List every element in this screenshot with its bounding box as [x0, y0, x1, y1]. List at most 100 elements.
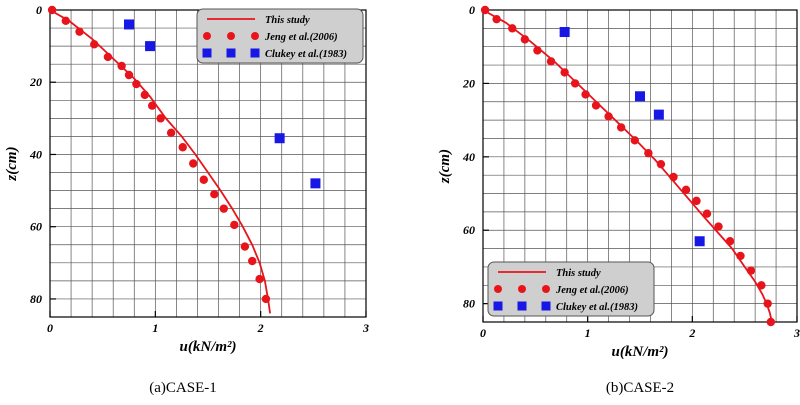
data-point-jeng: [681, 185, 691, 195]
data-point-clukey: [310, 178, 321, 189]
legend-swatch-square: [517, 301, 527, 311]
data-point-jeng: [581, 90, 590, 99]
data-point-clukey: [124, 19, 134, 30]
series-circle: [480, 5, 776, 327]
data-point-jeng: [166, 128, 176, 137]
data-point-jeng: [75, 27, 84, 36]
chart-panel-2: 0 1 2 3 0 20 40 60 80 u(kN/m²) z(cm) (b)CASE-2 This …: [437, 3, 800, 396]
data-point-jeng: [178, 143, 187, 152]
y-tick-label: 40: [462, 150, 475, 164]
data-point-jeng: [189, 159, 198, 168]
x-tick-label: 1: [152, 321, 158, 335]
data-point-jeng: [766, 317, 776, 327]
legend-box: [487, 261, 655, 317]
legend-label: This study: [265, 15, 310, 26]
data-point-jeng: [90, 40, 99, 49]
y-tick-label: 60: [30, 220, 42, 234]
data-point-jeng: [591, 101, 601, 110]
data-point-jeng: [692, 196, 701, 206]
data-point-jeng: [147, 101, 157, 110]
data-point-jeng: [492, 14, 501, 24]
legend-swatch-circle: [251, 32, 259, 40]
legend-label: This study: [556, 268, 601, 279]
y-tick-label: 40: [29, 147, 42, 161]
data-point-jeng: [560, 68, 569, 77]
data-point-jeng: [240, 242, 250, 251]
data-point-jeng: [47, 5, 57, 15]
x-tick-label: 2: [688, 326, 695, 340]
data-point-jeng: [248, 256, 257, 266]
panel-caption: (a)CASE-1: [149, 380, 217, 396]
legend-label: Jeng et al.(2006): [264, 32, 338, 43]
x-axis-label: u(kN/m²): [180, 339, 237, 355]
legend-swatch-square: [541, 301, 551, 311]
legend: This study Jeng et al.(2006) Clukey et al.…: [196, 8, 364, 64]
data-point-clukey: [653, 109, 664, 120]
x-tick-label: 0: [47, 321, 53, 335]
data-point-jeng: [520, 35, 530, 44]
data-point-clukey: [145, 41, 156, 52]
data-point-jeng: [644, 148, 653, 158]
chart-panel-1: 0 1 2 3 0 20 40 60 80 u(kN/m²) z(cm) (a)CASE-1 This …: [4, 3, 369, 396]
legend-swatch-circle: [518, 285, 526, 293]
data-point-jeng: [117, 61, 126, 71]
data-point-jeng: [669, 172, 678, 182]
legend-box: [196, 8, 364, 64]
data-point-jeng: [132, 79, 141, 89]
data-point-jeng: [61, 16, 70, 26]
data-point-jeng: [124, 70, 134, 80]
data-point-jeng: [725, 237, 735, 246]
panel-caption: (b)CASE-2: [606, 380, 674, 396]
data-point-jeng: [199, 175, 208, 184]
y-tick-label: 60: [463, 223, 475, 237]
x-tick-label: 1: [585, 326, 591, 340]
data-point-jeng: [570, 79, 580, 88]
legend-swatch-circle: [494, 285, 502, 293]
data-point-jeng: [630, 136, 639, 145]
y-axis-label: z(cm): [4, 146, 20, 181]
legend-swatch-square: [250, 48, 260, 58]
series-line: [482, 9, 773, 323]
y-tick-label: 0: [469, 3, 475, 17]
x-tick-label: 3: [362, 321, 369, 335]
data-point-jeng: [604, 112, 613, 121]
y-tick-label: 80: [463, 297, 475, 311]
data-point-jeng: [140, 90, 149, 100]
legend-swatch-circle: [203, 32, 211, 40]
legend-swatch-square: [226, 48, 236, 58]
data-point-jeng: [156, 114, 165, 123]
x-axis-label: u(kN/m²): [612, 344, 669, 360]
plot-frame: [482, 9, 798, 323]
data-point-jeng: [763, 299, 772, 308]
x-tick-label: 0: [480, 326, 486, 340]
data-point-jeng: [714, 222, 723, 231]
data-point-jeng: [546, 57, 556, 66]
legend-swatch-square: [493, 301, 503, 311]
data-point-clukey: [274, 133, 285, 144]
data-point-jeng: [255, 274, 264, 284]
y-tick-label: 0: [36, 3, 42, 17]
legend-label: Clukey et al.(1983): [556, 302, 638, 313]
y-tick-label: 20: [462, 76, 475, 90]
legend: This study Jeng et al.(2006) Clukey et al.…: [487, 261, 655, 317]
y-tick-label: 20: [29, 75, 42, 89]
data-point-jeng: [746, 266, 756, 275]
series-square: [559, 27, 705, 247]
data-point-jeng: [219, 204, 228, 213]
x-tick-label: 3: [793, 326, 800, 340]
data-point-jeng: [757, 281, 766, 290]
series-line-this-study: [482, 9, 773, 323]
data-point-jeng: [230, 220, 239, 230]
legend-label: Jeng et al.(2006): [555, 285, 629, 296]
data-point-jeng: [103, 52, 113, 62]
data-point-jeng: [533, 46, 542, 55]
data-point-jeng: [656, 159, 666, 169]
data-point-jeng: [736, 251, 745, 261]
series-circle: [47, 5, 271, 304]
data-point-jeng: [261, 294, 271, 304]
data-point-jeng: [702, 209, 712, 218]
data-point-jeng: [480, 5, 490, 15]
legend-label: Clukey et al.(1983): [265, 49, 347, 60]
y-tick-label: 80: [30, 292, 42, 306]
